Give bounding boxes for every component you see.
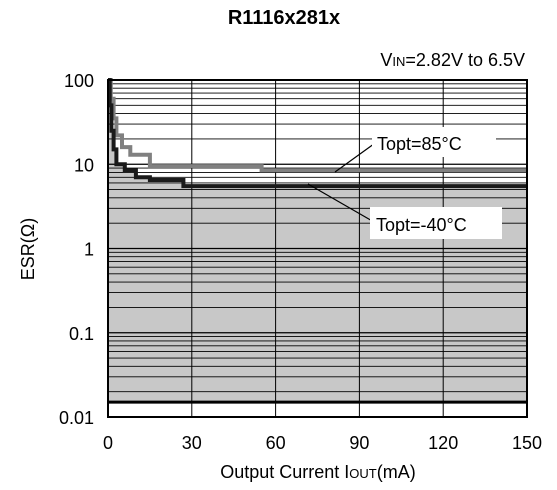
x-tick-label: 150: [512, 433, 542, 453]
callout-label-85c: Topt=85°C: [377, 134, 462, 154]
x-tick-label: 90: [349, 433, 369, 453]
callout-box-85c: [372, 127, 496, 157]
plot-frame: [107, 79, 528, 418]
y-tick-label: 0.01: [59, 408, 94, 428]
series-layer: [107, 78, 527, 189]
below-boundary-region: [108, 402, 527, 417]
x-axis-label: Output Current IOUT(mA): [220, 462, 416, 482]
callout-leader-minus40c: [307, 183, 375, 223]
callout-box-minus40c: [370, 207, 502, 239]
series-line-minus40c: [107, 78, 527, 189]
series-line-85c: [108, 78, 527, 173]
x-axis-label-prefix: Output Current I: [220, 462, 349, 482]
x-tick-label: 120: [428, 433, 458, 453]
condition-suffix: =2.82V to 6.5V: [405, 50, 525, 70]
chart-title: R1116x281x: [228, 7, 340, 29]
grid: [107, 80, 528, 418]
condition-sub: IN: [392, 54, 405, 69]
callout-leader-85c: [334, 140, 379, 173]
y-tick-label: 10: [74, 155, 94, 175]
callout-label-minus40c: Topt=-40°C: [376, 215, 467, 235]
x-tick-labels: 0 30 60 90 120 150: [103, 433, 542, 453]
unstable-region: [108, 80, 527, 187]
y-axis-label: ESR(Ω): [18, 218, 38, 280]
y-tick-label: 1: [84, 240, 94, 260]
y-tick-label: 100: [64, 71, 94, 91]
x-axis-label-sub: OUT: [349, 466, 377, 481]
y-tick-labels: 0.01 0.1 1 10 100: [59, 71, 94, 428]
x-tick-label: 60: [266, 433, 286, 453]
x-tick-label: 0: [103, 433, 113, 453]
condition-prefix: V: [380, 50, 392, 70]
y-tick-label: 0.1: [69, 324, 94, 344]
x-axis-label-suffix: (mA): [377, 462, 416, 482]
x-tick-label: 30: [182, 433, 202, 453]
condition-label: VIN=2.82V to 6.5V: [380, 50, 525, 70]
